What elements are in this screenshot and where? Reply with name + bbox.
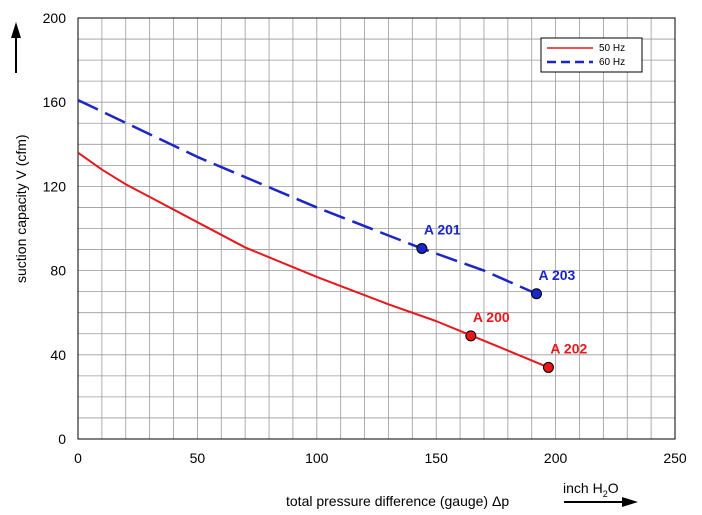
data-point-label: A 200	[473, 309, 510, 325]
y-tick-label: 160	[43, 94, 67, 110]
y-tick-label: 120	[43, 178, 67, 194]
y-tick-label: 80	[50, 263, 66, 279]
x-tick-label: 150	[425, 450, 449, 466]
x-tick-label: 100	[305, 450, 329, 466]
legend-box	[540, 37, 643, 73]
y-tick-labels: 0 40 80 120 160 200	[43, 10, 67, 447]
data-points: A 200 A 201 A 202 A 203	[416, 221, 587, 373]
plot-frame	[77, 17, 676, 440]
x-tick-label: 200	[544, 450, 568, 466]
x-tick-label: 250	[663, 450, 687, 466]
legend: 50 Hz 60 Hz	[540, 37, 643, 73]
series-lines	[77, 98, 549, 369]
y-tick-label: 40	[50, 347, 66, 363]
legend-label-60hz: 60 Hz	[599, 57, 625, 68]
y-tick-label: 200	[43, 10, 67, 26]
data-point-label: A 202	[550, 340, 587, 356]
y-axis-title: suction capacity V (cfm)	[13, 134, 29, 283]
data-point-marker	[542, 361, 554, 373]
x-tick-labels: 0 50 100 150 200 250	[74, 450, 687, 466]
data-point-marker	[530, 288, 542, 300]
legend-label-50hz: 50 Hz	[599, 43, 625, 54]
y-axis-arrow-icon	[11, 22, 21, 38]
series-line-60-hz	[77, 98, 538, 295]
x-tick-label: 50	[190, 450, 206, 466]
series-line-50-hz	[77, 151, 549, 369]
data-point-marker	[465, 330, 477, 342]
x-axis-arrow-icon	[622, 497, 638, 507]
grid	[78, 18, 675, 439]
data-point-label: A 201	[424, 221, 461, 237]
y-tick-label: 0	[58, 431, 66, 447]
data-point-marker	[416, 242, 428, 254]
x-axis-unit: inch H2O	[563, 480, 619, 499]
x-tick-label: 0	[74, 450, 82, 466]
x-axis-title: total pressure difference (gauge) Δp	[286, 493, 509, 509]
data-point-label: A 203	[538, 267, 575, 283]
